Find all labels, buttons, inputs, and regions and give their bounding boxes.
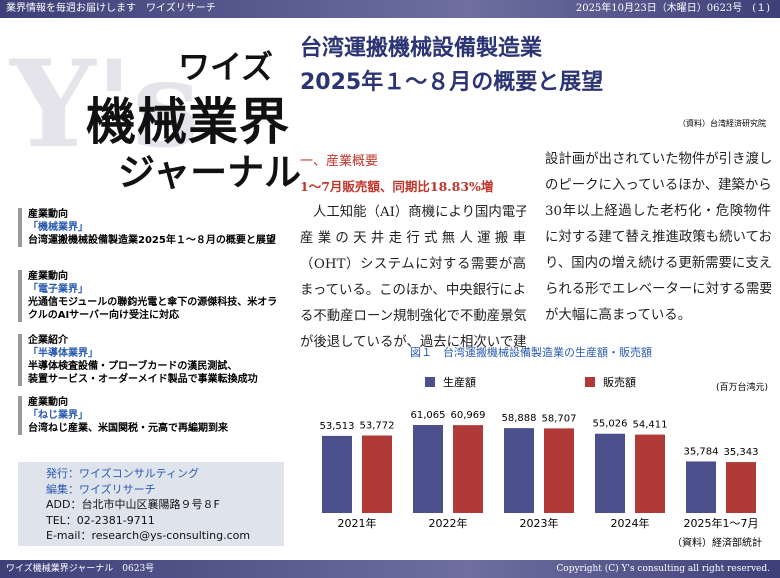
value-label: 53,513 bbox=[320, 421, 355, 432]
watermark: Y's bbox=[10, 34, 200, 175]
unit: (百万台湾元) bbox=[716, 381, 768, 393]
category-label: 2022年 bbox=[429, 516, 468, 530]
publisher-box: 発行：ワイズコンサルティング 編集：ワイズリサーチ ADD：台北市中山区襄陽路９号８… bbox=[18, 462, 284, 546]
bar bbox=[635, 434, 665, 513]
bar bbox=[686, 461, 716, 513]
bar bbox=[322, 435, 352, 513]
publisher-line: 発行：ワイズコンサルティング bbox=[46, 467, 200, 480]
value-label: 35,784 bbox=[684, 446, 719, 457]
headline: 光通信モジュールの聯鈞光電と傘下の源傑科技、米オラ bbox=[28, 297, 278, 308]
text-line: に対する建て替え推進政策も続いてお bbox=[545, 230, 771, 245]
header-bar: 業界情報を毎週お届けします ワイズリサーチ 2025年10月23日（木曜日）06… bbox=[0, 0, 780, 18]
text-line: が大幅に高まっている。 bbox=[545, 308, 692, 323]
section-heading: 一、産業概要 bbox=[300, 154, 379, 169]
section: 「半導体業界」 bbox=[28, 348, 98, 359]
title-line: 台湾運搬機械設備製造業 bbox=[300, 36, 543, 61]
category: 産業動向 bbox=[28, 397, 68, 408]
category: 産業動向 bbox=[28, 271, 68, 282]
subheading: 1～7月販売額、同期比18.83%増 bbox=[300, 179, 494, 194]
tagline: 業界情報を毎週お届けします ワイズリサーチ bbox=[6, 3, 216, 14]
footer-bar: ワイズ機械業界ジャーナル 0623号 Copyright (C) Y's con… bbox=[0, 560, 780, 578]
bar bbox=[504, 428, 534, 513]
text-line: が後退しているが、過去に相次いで建 bbox=[300, 335, 526, 350]
category-label: 2025年1～7月 bbox=[684, 516, 759, 530]
value-label: 55,026 bbox=[593, 419, 628, 430]
footer-right: Copyright (C) Y's consulting all right r… bbox=[556, 564, 770, 574]
chart-title: 図１ 台湾運搬機械設備製造業の生産額・販売額 bbox=[410, 345, 652, 359]
footer-left: ワイズ機械業界ジャーナル 0623号 bbox=[6, 564, 155, 574]
publisher-line: TEL：02-2381-9711 bbox=[46, 513, 155, 527]
category-label: 2023年 bbox=[520, 516, 559, 530]
category-label: 2021年 bbox=[338, 516, 377, 530]
text-column: 人工知能（AI）商機により国内電子産業の天井走行式無人運搬車 （OHT）システムに… bbox=[300, 200, 526, 356]
sidebar-item: 企業紹介「半導体業界」半導体検査設備・プローブカードの漢民測試、装置サービス・オ… bbox=[18, 334, 300, 386]
text-line: 人工知能（AI）商機により国内電子 bbox=[313, 205, 526, 220]
value-label: 58,707 bbox=[542, 413, 577, 424]
text-column: 設計画が出されていた物件が引き渡し のピークに入っているほか、建築から 30年以上経… bbox=[545, 147, 771, 329]
bar bbox=[453, 425, 483, 513]
text-line: られる形でエレベーターに対する需要 bbox=[545, 282, 771, 297]
headline: 台湾運搬機械設備製造業2025年１～８月の概要と展望 bbox=[28, 235, 276, 246]
category-label: 2024年 bbox=[611, 516, 650, 530]
legend-swatch bbox=[425, 377, 435, 387]
category: 企業紹介 bbox=[28, 335, 68, 346]
bar bbox=[362, 435, 392, 513]
headline: 半導体検査設備・プローブカードの漢民測試、 bbox=[28, 361, 238, 372]
chart: 図１ 台湾運搬機械設備製造業の生産額・販売額 (百万台湾元) （資料）経済部統計 生産… bbox=[320, 345, 769, 549]
sidebar-item: 産業動向「ねじ業界」台湾ねじ産業、米国関税・元高で再編期到来 bbox=[18, 396, 300, 435]
section: 「機械業界」 bbox=[28, 222, 88, 233]
logo-line: 機械業界 bbox=[86, 93, 290, 151]
publisher-line: 編集：ワイズリサーチ bbox=[46, 482, 156, 496]
article-title: 台湾運搬機械設備製造業 2025年１～８月の概要と展望 bbox=[300, 32, 603, 100]
value-label: 61,065 bbox=[411, 410, 446, 421]
headline: 台湾ねじ産業、米国関税・元高で再編期到来 bbox=[28, 423, 228, 434]
text-line: のピークに入っているほか、建築から bbox=[545, 178, 771, 193]
sidebar-item: 産業動向「機械業界」台湾運搬機械設備製造業2025年１～８月の概要と展望 bbox=[18, 208, 300, 247]
bar bbox=[595, 433, 625, 513]
section: 「ねじ業界」 bbox=[28, 410, 88, 421]
publisher-line: E-mail：research@ys-consulting.com bbox=[46, 529, 251, 542]
logo-line: ジャーナル bbox=[118, 151, 302, 194]
text-line: 産業の天井走行式無人運搬車 bbox=[300, 231, 526, 246]
text-line: 設計画が出されていた物件が引き渡し bbox=[545, 152, 771, 167]
value-label: 53,772 bbox=[360, 421, 395, 432]
publisher-line: ADD：台北市中山区襄陽路９号８F bbox=[46, 498, 220, 511]
text-line: る不動産ローン規制強化で不動産景気 bbox=[300, 309, 526, 324]
headline: クルのAIサーバー向け受注に対応 bbox=[28, 310, 180, 321]
bar bbox=[726, 462, 756, 513]
text-line: （OHT）システムに対する需要が高 bbox=[300, 257, 526, 272]
logo-line: ワイズ bbox=[178, 48, 274, 86]
section: 「電子業界」 bbox=[28, 284, 88, 295]
chart-source: （資料）経済部統計 bbox=[672, 536, 762, 549]
category: 産業動向 bbox=[28, 209, 68, 220]
legend-label: 販売額 bbox=[603, 376, 636, 389]
source: （資料）台湾経済研究院 bbox=[678, 119, 766, 128]
text-line: り、国内の増え続ける更新需要に支え bbox=[545, 256, 771, 271]
title-line: 2025年１～８月の概要と展望 bbox=[300, 70, 604, 95]
text-line: まっている。このほか、中央銀行によ bbox=[300, 283, 526, 298]
issue: 2025年10月23日（木曜日）0623号 (１) bbox=[575, 3, 770, 14]
text-line: 30年以上経過した老朽化・危険物件 bbox=[545, 204, 771, 219]
value-label: 60,969 bbox=[451, 410, 486, 421]
sidebar-item: 産業動向「電子業界」光通信モジュールの聯鈞光電と傘下の源傑科技、米オラ クルのAI… bbox=[18, 270, 300, 322]
value-label: 35,343 bbox=[724, 447, 759, 458]
legend-label: 生産額 bbox=[443, 375, 476, 389]
value-label: 58,888 bbox=[502, 413, 537, 424]
headline: 装置サービス・オーダーメイド製品で事業転換成功 bbox=[28, 374, 258, 385]
bar bbox=[413, 425, 443, 513]
bar bbox=[544, 428, 574, 513]
value-label: 54,411 bbox=[633, 420, 668, 431]
legend-swatch bbox=[585, 377, 595, 387]
